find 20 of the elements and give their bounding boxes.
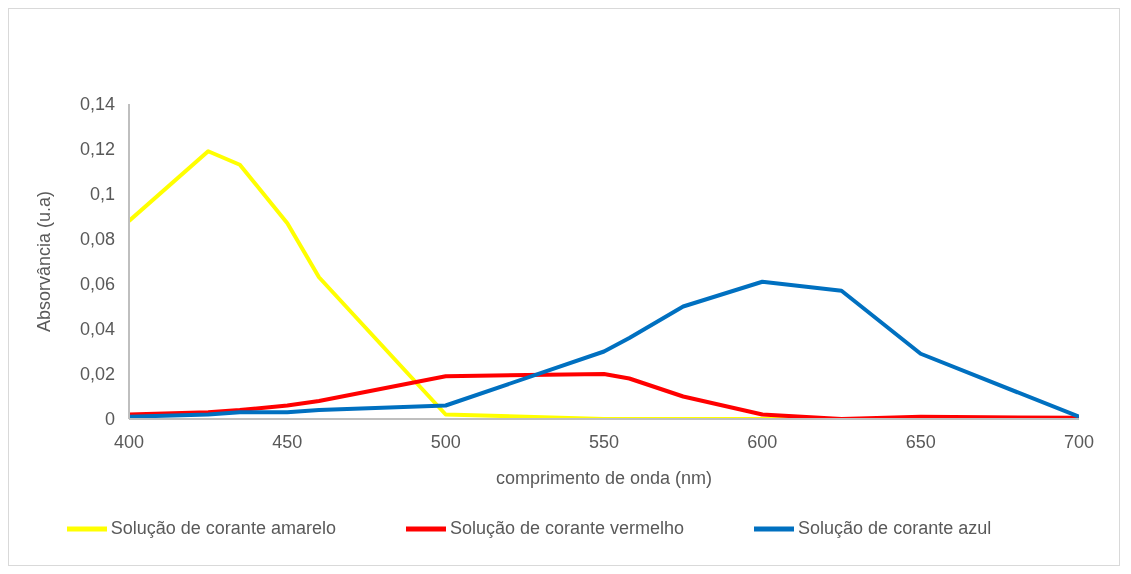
x-tick-label: 700 — [1063, 431, 1095, 452]
x-axis-title: comprimento de onda (nm) — [495, 468, 713, 488]
y-tick-label: 0,14 — [79, 94, 115, 115]
y-axis-title: Absorvância (u.a) — [34, 190, 55, 333]
y-tick-label: 0,06 — [79, 274, 115, 295]
x-tick-label: 450 — [272, 431, 303, 452]
x-tick-label: 600 — [747, 431, 778, 452]
y-tick-label: 0,08 — [79, 229, 115, 250]
y-tick-label: 0,02 — [79, 364, 115, 385]
legend-label: Solução de corante amarelo — [110, 517, 336, 538]
y-tick-label: 0,1 — [89, 184, 115, 205]
legend-label: Solução de corante azul — [798, 517, 992, 538]
legend-label: Solução de corante vermelho — [449, 517, 685, 538]
x-tick-label: 550 — [588, 431, 620, 452]
x-tick-label: 650 — [905, 431, 936, 452]
x-tick-label: 400 — [113, 431, 145, 452]
y-tick-label: 0,04 — [79, 319, 115, 340]
y-tick-label: 0,12 — [79, 139, 115, 160]
y-tick-label: 0 — [104, 409, 115, 430]
x-tick-label: 500 — [430, 431, 461, 452]
